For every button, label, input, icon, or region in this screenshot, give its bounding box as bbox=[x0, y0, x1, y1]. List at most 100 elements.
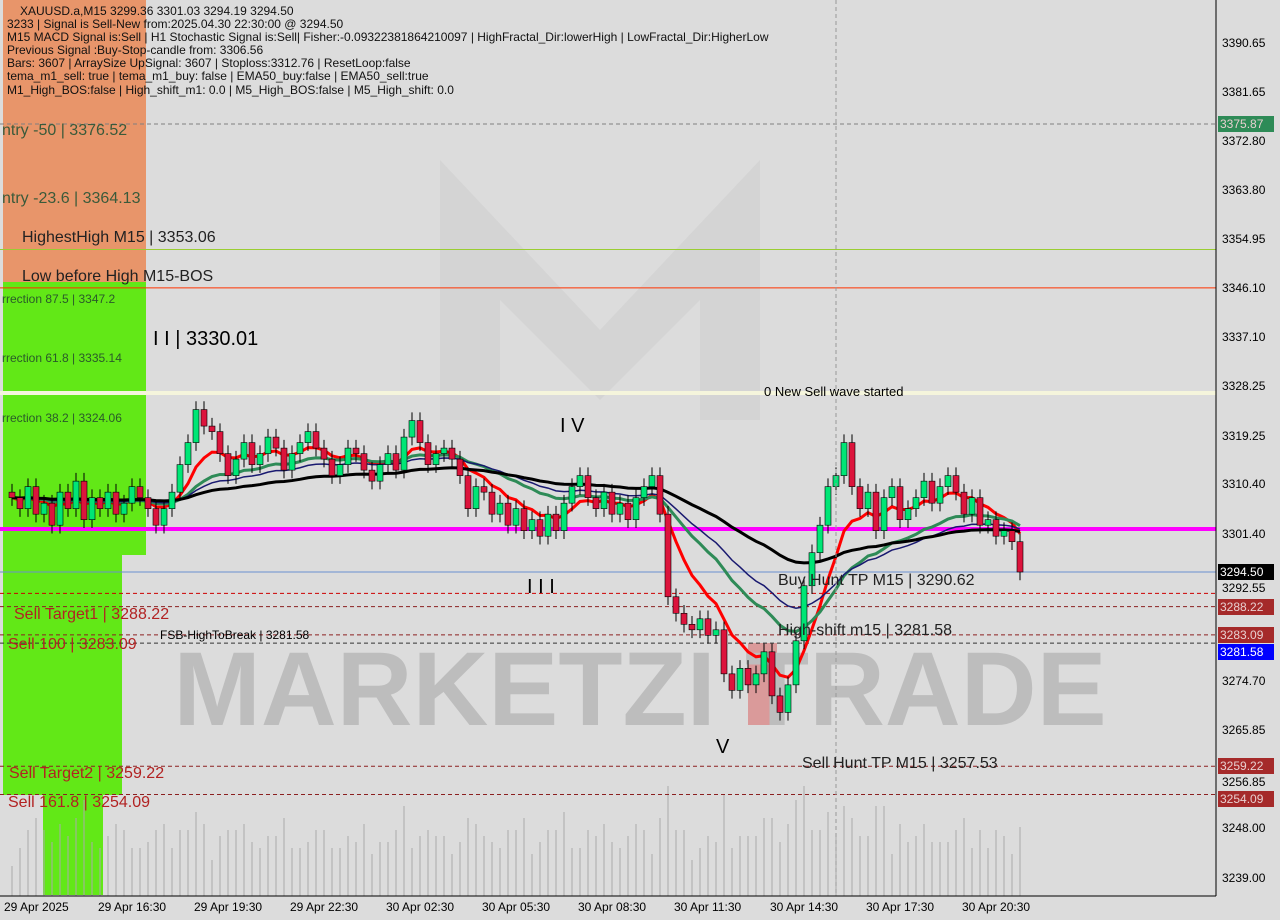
candle-body bbox=[680, 612, 688, 625]
candle bbox=[96, 489, 104, 517]
candle-body bbox=[792, 640, 800, 686]
price-tick-label: 3328.25 bbox=[1222, 379, 1266, 394]
price-tick-label: 3292.55 bbox=[1222, 580, 1266, 595]
candle-body bbox=[712, 629, 720, 636]
candle bbox=[920, 472, 928, 506]
candle bbox=[208, 417, 216, 440]
correction-618-label: rrection 61.8 | 3335.14 bbox=[2, 351, 122, 365]
candle-body bbox=[168, 491, 176, 509]
candle-body bbox=[672, 596, 680, 614]
price-tick-label: 3354.95 bbox=[1222, 232, 1266, 247]
candle-body bbox=[312, 431, 320, 449]
candle bbox=[224, 445, 232, 484]
candle bbox=[8, 483, 16, 506]
candle bbox=[896, 478, 904, 528]
sell-1618-label: Sell 161.8 | 3254.09 bbox=[8, 794, 151, 811]
candle-body bbox=[264, 436, 272, 454]
candle-body bbox=[384, 453, 392, 465]
candle bbox=[336, 456, 344, 484]
price-tick-label: 3337.10 bbox=[1222, 330, 1266, 345]
candle bbox=[408, 412, 416, 446]
candle-body bbox=[952, 475, 960, 493]
candle bbox=[304, 423, 312, 451]
candle bbox=[400, 428, 408, 479]
candle-body bbox=[744, 668, 752, 686]
candle-body bbox=[360, 453, 368, 471]
candle-body bbox=[976, 497, 984, 526]
candle bbox=[672, 588, 680, 622]
price-levels bbox=[0, 123, 1216, 795]
candle bbox=[480, 478, 488, 501]
high-shift-label: High-shift m15 | 3281.58 bbox=[778, 622, 953, 639]
candle-body bbox=[424, 442, 432, 465]
candle bbox=[168, 483, 176, 517]
candle bbox=[152, 500, 160, 534]
price-level-tag: 3254.09 bbox=[1218, 791, 1274, 808]
candle bbox=[1016, 533, 1024, 581]
candle bbox=[56, 483, 64, 534]
candle-body bbox=[96, 497, 104, 509]
candle bbox=[72, 472, 80, 517]
candle bbox=[392, 445, 400, 479]
candle bbox=[32, 478, 40, 523]
highest-high-label: HighestHigh M15 | 3353.06 bbox=[22, 229, 216, 246]
time-tick-label: 30 Apr 20:30 bbox=[962, 900, 1031, 914]
time-tick-label: 29 Apr 19:30 bbox=[194, 900, 263, 914]
candle bbox=[240, 434, 248, 468]
candle-body bbox=[256, 453, 264, 465]
candle bbox=[816, 516, 824, 561]
candle-body bbox=[912, 497, 920, 509]
candle-body bbox=[320, 447, 328, 460]
candle-body bbox=[560, 502, 568, 531]
candle bbox=[840, 434, 848, 484]
candle bbox=[320, 439, 328, 468]
candle bbox=[536, 511, 544, 545]
price-tick-label: 3265.85 bbox=[1222, 722, 1266, 737]
candle bbox=[552, 505, 560, 539]
candle-body bbox=[776, 695, 784, 713]
candle bbox=[888, 478, 896, 506]
fsb-label: FSB-HighToBreak | 3281.58 bbox=[160, 628, 310, 642]
candle bbox=[696, 610, 704, 639]
candle-body bbox=[808, 552, 816, 587]
sell-100-label: Sell 100 | 3283.09 bbox=[8, 636, 137, 653]
candle-body bbox=[112, 491, 120, 515]
candle-body bbox=[248, 442, 256, 465]
candle bbox=[736, 660, 744, 699]
entry-236-label: ntry -23.6 | 3364.13 bbox=[2, 190, 141, 207]
sell-zone-green-lower bbox=[43, 795, 103, 895]
candle bbox=[936, 478, 944, 512]
candle-body bbox=[576, 475, 584, 487]
time-tick-label: 30 Apr 17:30 bbox=[866, 900, 935, 914]
candle-body bbox=[48, 502, 56, 526]
candle-body bbox=[136, 486, 144, 498]
candle bbox=[192, 401, 200, 451]
low-before-high-label: Low before High M15-BOS bbox=[22, 268, 214, 285]
watermark-logo-icon bbox=[440, 160, 760, 420]
candle bbox=[632, 489, 640, 528]
candle bbox=[232, 450, 240, 484]
candle-body bbox=[368, 469, 376, 482]
candle bbox=[944, 467, 952, 495]
candle bbox=[440, 439, 448, 462]
candle bbox=[776, 687, 784, 721]
candle-body bbox=[544, 513, 552, 537]
candle-body bbox=[640, 486, 648, 498]
candle-body bbox=[880, 497, 888, 531]
candle-body bbox=[752, 673, 760, 686]
candle-body bbox=[648, 475, 656, 487]
candle bbox=[432, 445, 440, 473]
candle bbox=[584, 467, 592, 506]
candle-body bbox=[928, 480, 936, 504]
candle-body bbox=[144, 497, 152, 509]
candle-body bbox=[1008, 530, 1016, 543]
candle-body bbox=[472, 486, 480, 509]
candle-body bbox=[936, 486, 944, 504]
candles bbox=[8, 401, 1024, 721]
candle-body bbox=[88, 497, 96, 520]
candle-body bbox=[1016, 541, 1024, 573]
candle-body bbox=[208, 425, 216, 432]
candle-body bbox=[72, 480, 80, 509]
